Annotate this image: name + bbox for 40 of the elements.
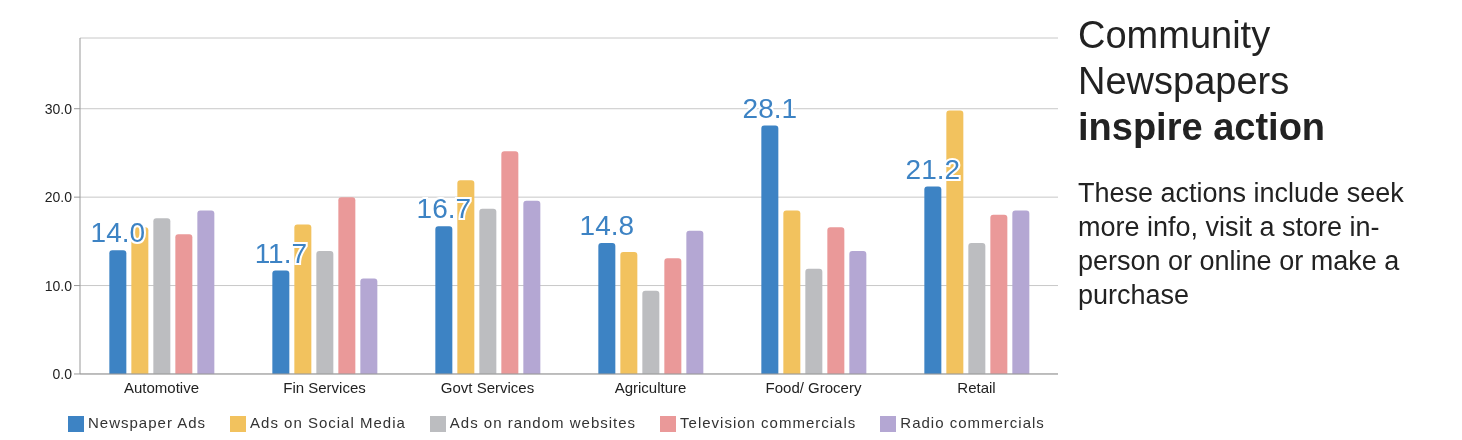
legend-label: Ads on Social Media	[250, 413, 406, 431]
bar	[109, 250, 127, 374]
bar	[175, 234, 193, 374]
bar	[990, 214, 1008, 374]
bar	[338, 197, 356, 374]
bar	[360, 278, 378, 374]
x-tick-label: Fin Services	[283, 378, 366, 396]
bar	[197, 210, 215, 374]
data-label: 28.1	[742, 92, 798, 124]
bar	[783, 210, 801, 374]
legend-label: Television commercials	[680, 413, 857, 431]
bar	[924, 186, 942, 374]
bar	[849, 251, 867, 374]
bar	[686, 230, 704, 374]
x-tick-label: Govt Services	[440, 378, 535, 396]
x-tick-label: Automotive	[123, 378, 200, 396]
bar	[501, 151, 519, 374]
legend-label: Ads on random websites	[449, 413, 637, 431]
text: Community Newspapers inspire action	[1078, 14, 1326, 148]
bar	[761, 125, 779, 374]
text: These actions include seek more info, visit a store in-person or online or make a purchase	[1078, 177, 1405, 312]
data-label: 14.8	[579, 210, 635, 242]
y-tick-label: 20.0	[44, 189, 73, 206]
y-tick-label: 30.0	[44, 100, 73, 117]
y-tick-label: 0.0	[52, 365, 73, 382]
y-tick-label: 10.0	[44, 277, 73, 294]
legend-label: Newspaper Ads	[88, 413, 207, 431]
legend-label: Radio commercials	[900, 413, 1045, 431]
bar	[272, 270, 290, 374]
x-tick-label: Retail	[957, 378, 996, 396]
bar	[523, 200, 541, 374]
bar	[642, 290, 660, 374]
bar	[598, 243, 616, 374]
bar	[1012, 210, 1030, 374]
bar	[620, 251, 638, 374]
bar	[435, 226, 453, 374]
bar	[664, 258, 682, 374]
x-tick-label: Agriculture	[614, 378, 687, 396]
x-tick-label: Food/ Grocery	[765, 378, 862, 396]
bar	[827, 227, 845, 374]
